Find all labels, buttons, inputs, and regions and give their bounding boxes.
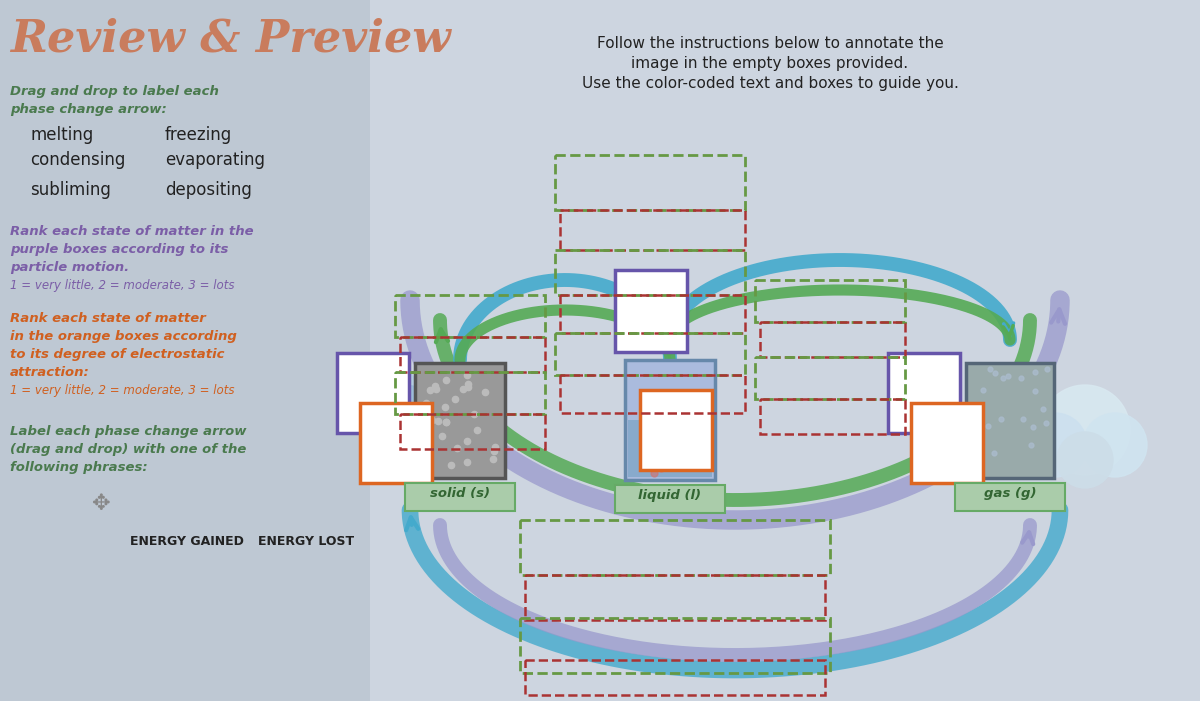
Circle shape bbox=[1084, 413, 1147, 477]
Text: (drag and drop) with one of the: (drag and drop) with one of the bbox=[10, 443, 246, 456]
Text: 1 = very little, 2 = moderate, 3 = lots: 1 = very little, 2 = moderate, 3 = lots bbox=[10, 384, 234, 397]
Circle shape bbox=[342, 357, 418, 433]
Text: subliming: subliming bbox=[30, 181, 110, 199]
Text: ENERGY GAINED: ENERGY GAINED bbox=[130, 535, 244, 548]
Text: Review & Preview: Review & Preview bbox=[10, 18, 451, 61]
FancyBboxPatch shape bbox=[616, 270, 686, 352]
Circle shape bbox=[374, 385, 436, 445]
FancyBboxPatch shape bbox=[360, 402, 432, 482]
Text: depositing: depositing bbox=[166, 181, 252, 199]
Circle shape bbox=[1057, 432, 1114, 488]
FancyBboxPatch shape bbox=[625, 360, 715, 480]
Text: following phrases:: following phrases: bbox=[10, 461, 148, 474]
Text: ENERGY LOST: ENERGY LOST bbox=[258, 535, 354, 548]
Circle shape bbox=[368, 413, 412, 457]
Text: particle motion.: particle motion. bbox=[10, 261, 130, 274]
FancyBboxPatch shape bbox=[911, 402, 983, 482]
Text: image in the empty boxes provided.: image in the empty boxes provided. bbox=[631, 56, 908, 71]
Text: liquid (l): liquid (l) bbox=[638, 489, 702, 502]
FancyBboxPatch shape bbox=[406, 482, 515, 510]
Text: 1 = very little, 2 = moderate, 3 = lots: 1 = very little, 2 = moderate, 3 = lots bbox=[10, 279, 234, 292]
FancyBboxPatch shape bbox=[966, 362, 1054, 477]
Text: condensing: condensing bbox=[30, 151, 125, 169]
Text: phase change arrow:: phase change arrow: bbox=[10, 103, 167, 116]
FancyBboxPatch shape bbox=[955, 482, 1066, 510]
Text: Use the color-coded text and boxes to guide you.: Use the color-coded text and boxes to gu… bbox=[582, 76, 959, 91]
Text: Label each phase change arrow: Label each phase change arrow bbox=[10, 425, 246, 438]
Circle shape bbox=[1022, 413, 1087, 477]
FancyBboxPatch shape bbox=[616, 485, 725, 513]
Text: Follow the instructions below to annotate the: Follow the instructions below to annotat… bbox=[596, 36, 943, 51]
Text: to its degree of electrostatic: to its degree of electrostatic bbox=[10, 348, 224, 361]
Text: melting: melting bbox=[30, 126, 94, 144]
FancyBboxPatch shape bbox=[640, 390, 712, 470]
FancyBboxPatch shape bbox=[0, 0, 370, 701]
FancyBboxPatch shape bbox=[337, 353, 409, 433]
Text: Drag and drop to label each: Drag and drop to label each bbox=[10, 85, 218, 98]
Text: ✥: ✥ bbox=[91, 494, 109, 514]
Text: evaporating: evaporating bbox=[166, 151, 265, 169]
Text: attraction:: attraction: bbox=[10, 366, 90, 379]
Circle shape bbox=[1040, 385, 1130, 475]
Text: Rank each state of matter: Rank each state of matter bbox=[10, 312, 205, 325]
Text: solid (s): solid (s) bbox=[430, 486, 490, 500]
Text: Rank each state of matter in the: Rank each state of matter in the bbox=[10, 225, 253, 238]
Text: purple boxes according to its: purple boxes according to its bbox=[10, 243, 228, 256]
FancyBboxPatch shape bbox=[888, 353, 960, 433]
FancyBboxPatch shape bbox=[628, 420, 712, 477]
Text: freezing: freezing bbox=[166, 126, 233, 144]
Text: gas (g): gas (g) bbox=[984, 486, 1037, 500]
FancyBboxPatch shape bbox=[415, 362, 505, 477]
Text: in the orange boxes according: in the orange boxes according bbox=[10, 330, 236, 343]
